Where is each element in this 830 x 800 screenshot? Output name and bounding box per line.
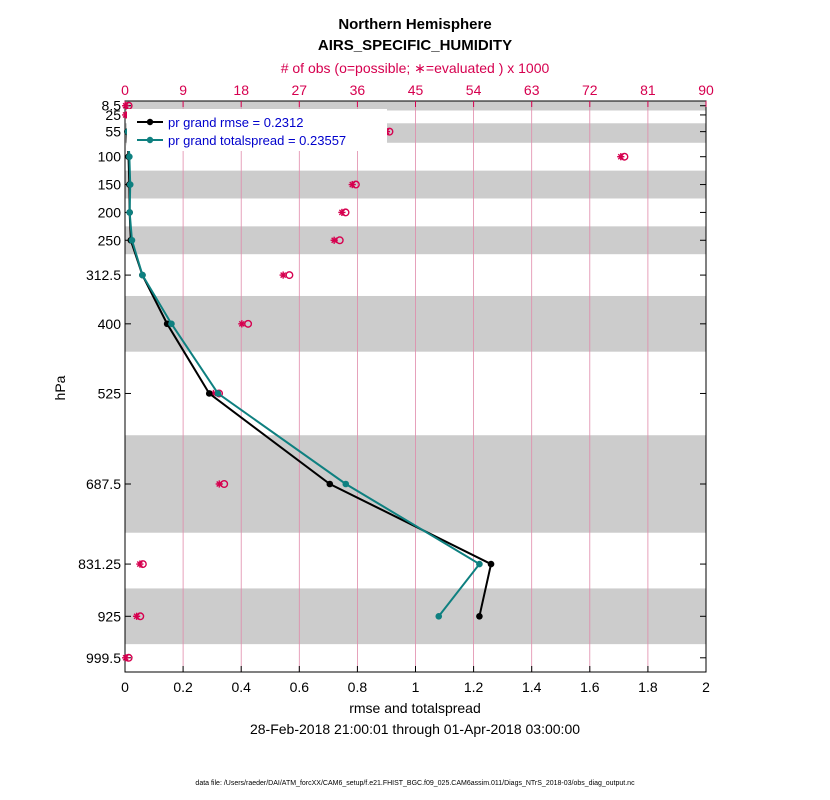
rmse-point (487, 560, 495, 568)
y-tick-label: 831.25 (78, 556, 121, 572)
obs-evaluated-marker (133, 612, 141, 620)
legend-label-rmse: pr grand rmse = 0.2312 (168, 115, 304, 130)
legend-label-spread: pr grand totalspread = 0.23557 (168, 133, 346, 148)
obs-possible-marker (285, 271, 294, 280)
x-tick-label: 0 (121, 679, 129, 695)
rmse-point (476, 612, 483, 620)
top-tick-label: 0 (121, 82, 129, 98)
top-tick-label: 81 (640, 82, 656, 98)
top-tick-label: 27 (292, 82, 308, 98)
y-tick-label: 925 (98, 608, 122, 624)
totalspread-point (435, 612, 443, 620)
top-tick-label: 36 (350, 82, 366, 98)
obs-evaluated-marker (617, 153, 625, 161)
top-tick-label: 18 (233, 82, 249, 98)
top-axis-label: # of obs (o=possible; ∗=evaluated ) x 10… (281, 60, 550, 76)
x-tick-label: 1.4 (522, 679, 542, 695)
y-tick-label: 200 (98, 204, 122, 220)
obs-evaluated-marker (338, 208, 346, 217)
obs-evaluated-marker (122, 102, 130, 110)
x-tick-label: 1.2 (464, 679, 484, 695)
series-lines (124, 128, 495, 620)
obs-evaluated-marker (330, 236, 338, 244)
x-axis-label: rmse and totalspread (349, 700, 481, 716)
top-tick-label: 63 (524, 82, 540, 98)
y-tick-label: 687.5 (86, 476, 121, 492)
x-tick-label: 1 (412, 679, 420, 695)
totalspread-line (126, 131, 481, 617)
totalspread-point (126, 181, 134, 188)
x-tick-label: 2 (702, 679, 710, 695)
obs-evaluated-marker (348, 180, 356, 189)
x-tick-label: 1.6 (580, 679, 600, 695)
y-tick-label: 55 (105, 124, 121, 140)
totalspread-point (139, 271, 146, 279)
obs-evaluated-marker (122, 654, 130, 662)
obs-evaluated-marker (238, 320, 246, 328)
top-tick-label: 9 (179, 82, 187, 98)
totalspread-point (476, 560, 483, 568)
x-tick-label: 0.4 (231, 679, 251, 695)
chart-subtitle: AIRS_SPECIFIC_HUMIDITY (318, 37, 512, 54)
chart-title: Northern Hemisphere (338, 16, 491, 33)
footnote: data file: /Users/raeder/DAI/ATM_forcXX/… (195, 780, 635, 787)
rmse-point (326, 480, 334, 488)
x-tick-label: 0.2 (173, 679, 193, 695)
legend-marker-spread (146, 136, 154, 144)
totalspread-point (168, 320, 175, 328)
y-axis-label: hPa (52, 375, 68, 400)
y-tick-label: 400 (98, 316, 122, 332)
date-range: 28-Feb-2018 21:00:01 through 01-Apr-2018… (250, 721, 580, 737)
y-tick-label: 150 (98, 177, 122, 193)
obs-evaluated-marker (279, 271, 287, 279)
y-tick-label: 100 (98, 149, 122, 165)
top-tick-label: 72 (582, 82, 598, 98)
totalspread-point (126, 209, 133, 216)
y-tick-label: 8.5 (102, 98, 122, 114)
x-tick-label: 1.8 (638, 679, 658, 695)
y-tick-label: 999.5 (86, 650, 121, 666)
x-tick-label: 0.8 (348, 679, 368, 695)
top-axis: 0 9 18 27 36 45 54 63 72 81 90 (121, 82, 714, 107)
x-tick-label: 0.6 (290, 679, 310, 695)
top-gridlines (182, 101, 649, 672)
top-tick-label: 90 (698, 82, 714, 98)
totalspread-point (126, 153, 133, 161)
obs-markers (122, 101, 629, 662)
totalspread-point (342, 480, 350, 488)
obs-evaluated-marker (215, 480, 223, 488)
rmse-line (126, 131, 493, 617)
rmse-point (205, 390, 213, 397)
obs-evaluated-marker (136, 560, 144, 568)
top-tick-label: 45 (408, 82, 424, 98)
y-tick-label: 525 (98, 385, 122, 401)
legend-box (127, 109, 387, 151)
y-tick-label: 250 (98, 232, 122, 248)
top-tick-label: 54 (466, 82, 482, 98)
x-axis: 0 0.2 0.4 0.6 0.8 1 1.2 1.4 1.6 1.8 2 (121, 666, 710, 695)
y-tick-label: 25 (105, 107, 121, 123)
legend: pr grand rmse = 0.2312 pr grand totalspr… (127, 109, 387, 151)
totalspread-point (128, 236, 136, 244)
totalspread-point (214, 390, 222, 397)
legend-marker-rmse (146, 118, 154, 126)
y-tick-label: 312.5 (86, 267, 121, 283)
